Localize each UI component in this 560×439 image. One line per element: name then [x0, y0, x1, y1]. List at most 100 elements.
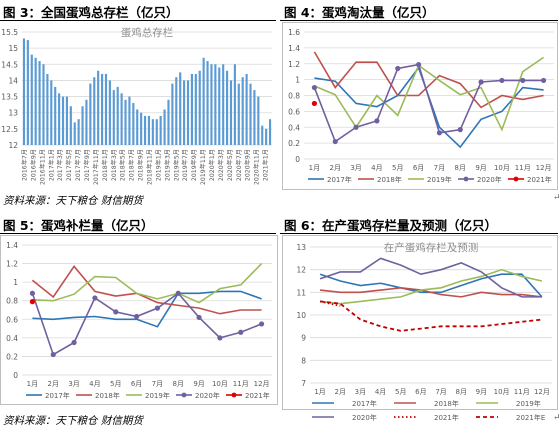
x-tick-label: 2020年7月	[235, 149, 243, 181]
x-tick-label: 5月	[395, 388, 406, 396]
y-tick-label: 0	[13, 371, 18, 380]
y-tick-label: 0.6	[6, 315, 18, 324]
x-tick-label: 2016年7月	[20, 149, 28, 181]
y-tick-label: 12.5	[1, 125, 18, 134]
chart-frame	[0, 235, 278, 405]
x-tick-label: 6月	[415, 388, 426, 396]
legend-label: 2021年	[527, 175, 552, 184]
x-tick-label: 2020年11月	[253, 149, 261, 185]
chart-inner-title: 蛋鸡总存栏	[121, 26, 174, 39]
bar	[222, 64, 225, 145]
series-line	[313, 51, 544, 109]
x-tick-label: 12月	[254, 380, 270, 388]
y-tick-label: 14.5	[1, 60, 18, 69]
data-point	[332, 138, 338, 145]
y-tick-label: 0.6	[288, 107, 300, 116]
legend-label: 2018年	[377, 175, 402, 184]
bar	[73, 122, 76, 145]
x-tick-label: 9月	[475, 164, 486, 172]
x-tick-label: 9月	[476, 388, 487, 396]
x-tick-label: 2018年5月	[119, 149, 127, 181]
x-tick-label: 3月	[350, 164, 361, 172]
x-tick-label: 8月	[455, 164, 466, 172]
figure-3-title-rule	[0, 20, 276, 21]
bar	[237, 83, 240, 145]
y-tick-label: 9	[301, 334, 306, 343]
bar	[206, 61, 209, 145]
x-tick-label: 2016年11月	[38, 149, 46, 185]
paragraph-mark: ↵	[553, 413, 560, 423]
legend-label: 2017年	[352, 399, 377, 408]
y-tick-label: 13	[8, 109, 18, 118]
bar	[97, 70, 100, 145]
series-line	[31, 292, 262, 356]
bar	[34, 57, 37, 146]
figure-4-title-rule	[280, 20, 558, 21]
x-tick-label: 2020年1月	[208, 149, 216, 181]
bar	[54, 86, 57, 145]
data-point	[499, 77, 505, 84]
x-tick-label: 2019年9月	[190, 149, 198, 181]
x-tick-label: 2019年1月	[154, 149, 162, 181]
x-tick-label: 1月	[314, 388, 325, 396]
bar	[108, 80, 111, 145]
y-tick-label: 11	[296, 288, 306, 297]
bar	[112, 90, 115, 145]
y-tick-label: 15	[8, 44, 18, 53]
x-tick-label: 7月	[152, 380, 163, 388]
paragraph-mark: ↵	[553, 193, 560, 203]
y-tick-label: 1	[295, 76, 300, 85]
bar	[194, 73, 197, 145]
bar	[163, 109, 166, 145]
series-line	[32, 290, 262, 328]
legend-label: 2018年	[434, 399, 459, 408]
bar	[261, 125, 264, 145]
x-tick-label: 2020年5月	[226, 149, 234, 181]
bar	[257, 96, 260, 145]
y-tick-label: 8	[301, 356, 306, 365]
bar	[202, 57, 205, 146]
y-tick-label: 1.2	[288, 60, 300, 69]
data-point	[436, 130, 443, 136]
legend-marker	[231, 392, 237, 398]
bar	[198, 70, 201, 145]
bar	[65, 96, 68, 145]
chart-frame	[282, 235, 558, 410]
y-tick-label: 0.8	[288, 92, 300, 101]
x-tick-label: 2月	[330, 164, 341, 172]
x-tick-label: 2017年1月	[47, 149, 55, 181]
series-line	[319, 268, 543, 305]
bar	[151, 119, 154, 145]
bar	[61, 96, 65, 145]
x-tick-label: 7月	[435, 388, 446, 396]
bar	[93, 77, 96, 145]
x-tick-label: 11月	[233, 380, 249, 388]
x-tick-label: 8月	[173, 380, 184, 388]
bar	[143, 115, 147, 145]
bar	[116, 86, 119, 145]
legend-label: 2018年	[95, 391, 120, 400]
x-tick-label: 2017年9月	[83, 149, 91, 181]
bar	[210, 64, 213, 145]
bar	[26, 40, 29, 145]
series-line	[319, 300, 341, 307]
figure-6-title-rule	[280, 233, 558, 234]
bar	[101, 73, 104, 145]
x-tick-label: 2017年3月	[56, 149, 64, 181]
y-tick-label: 1.4	[288, 44, 300, 53]
data-point	[520, 77, 526, 84]
legend-label: 2017年	[45, 391, 70, 400]
bar	[229, 80, 233, 145]
x-tick-label: 6月	[413, 164, 424, 172]
legend-label: 2017年	[327, 175, 352, 184]
data-point	[113, 309, 119, 315]
data-point	[50, 351, 56, 358]
bar	[50, 80, 53, 145]
x-tick-label: 2017年5月	[65, 149, 73, 181]
y-tick-label: 1.4	[6, 241, 18, 250]
x-tick-label: 1月	[27, 380, 38, 388]
bar	[46, 73, 49, 145]
source-note-bottom: 资料来源：天下粮仓 财信期货	[3, 415, 143, 427]
x-tick-label: 6月	[131, 380, 142, 388]
